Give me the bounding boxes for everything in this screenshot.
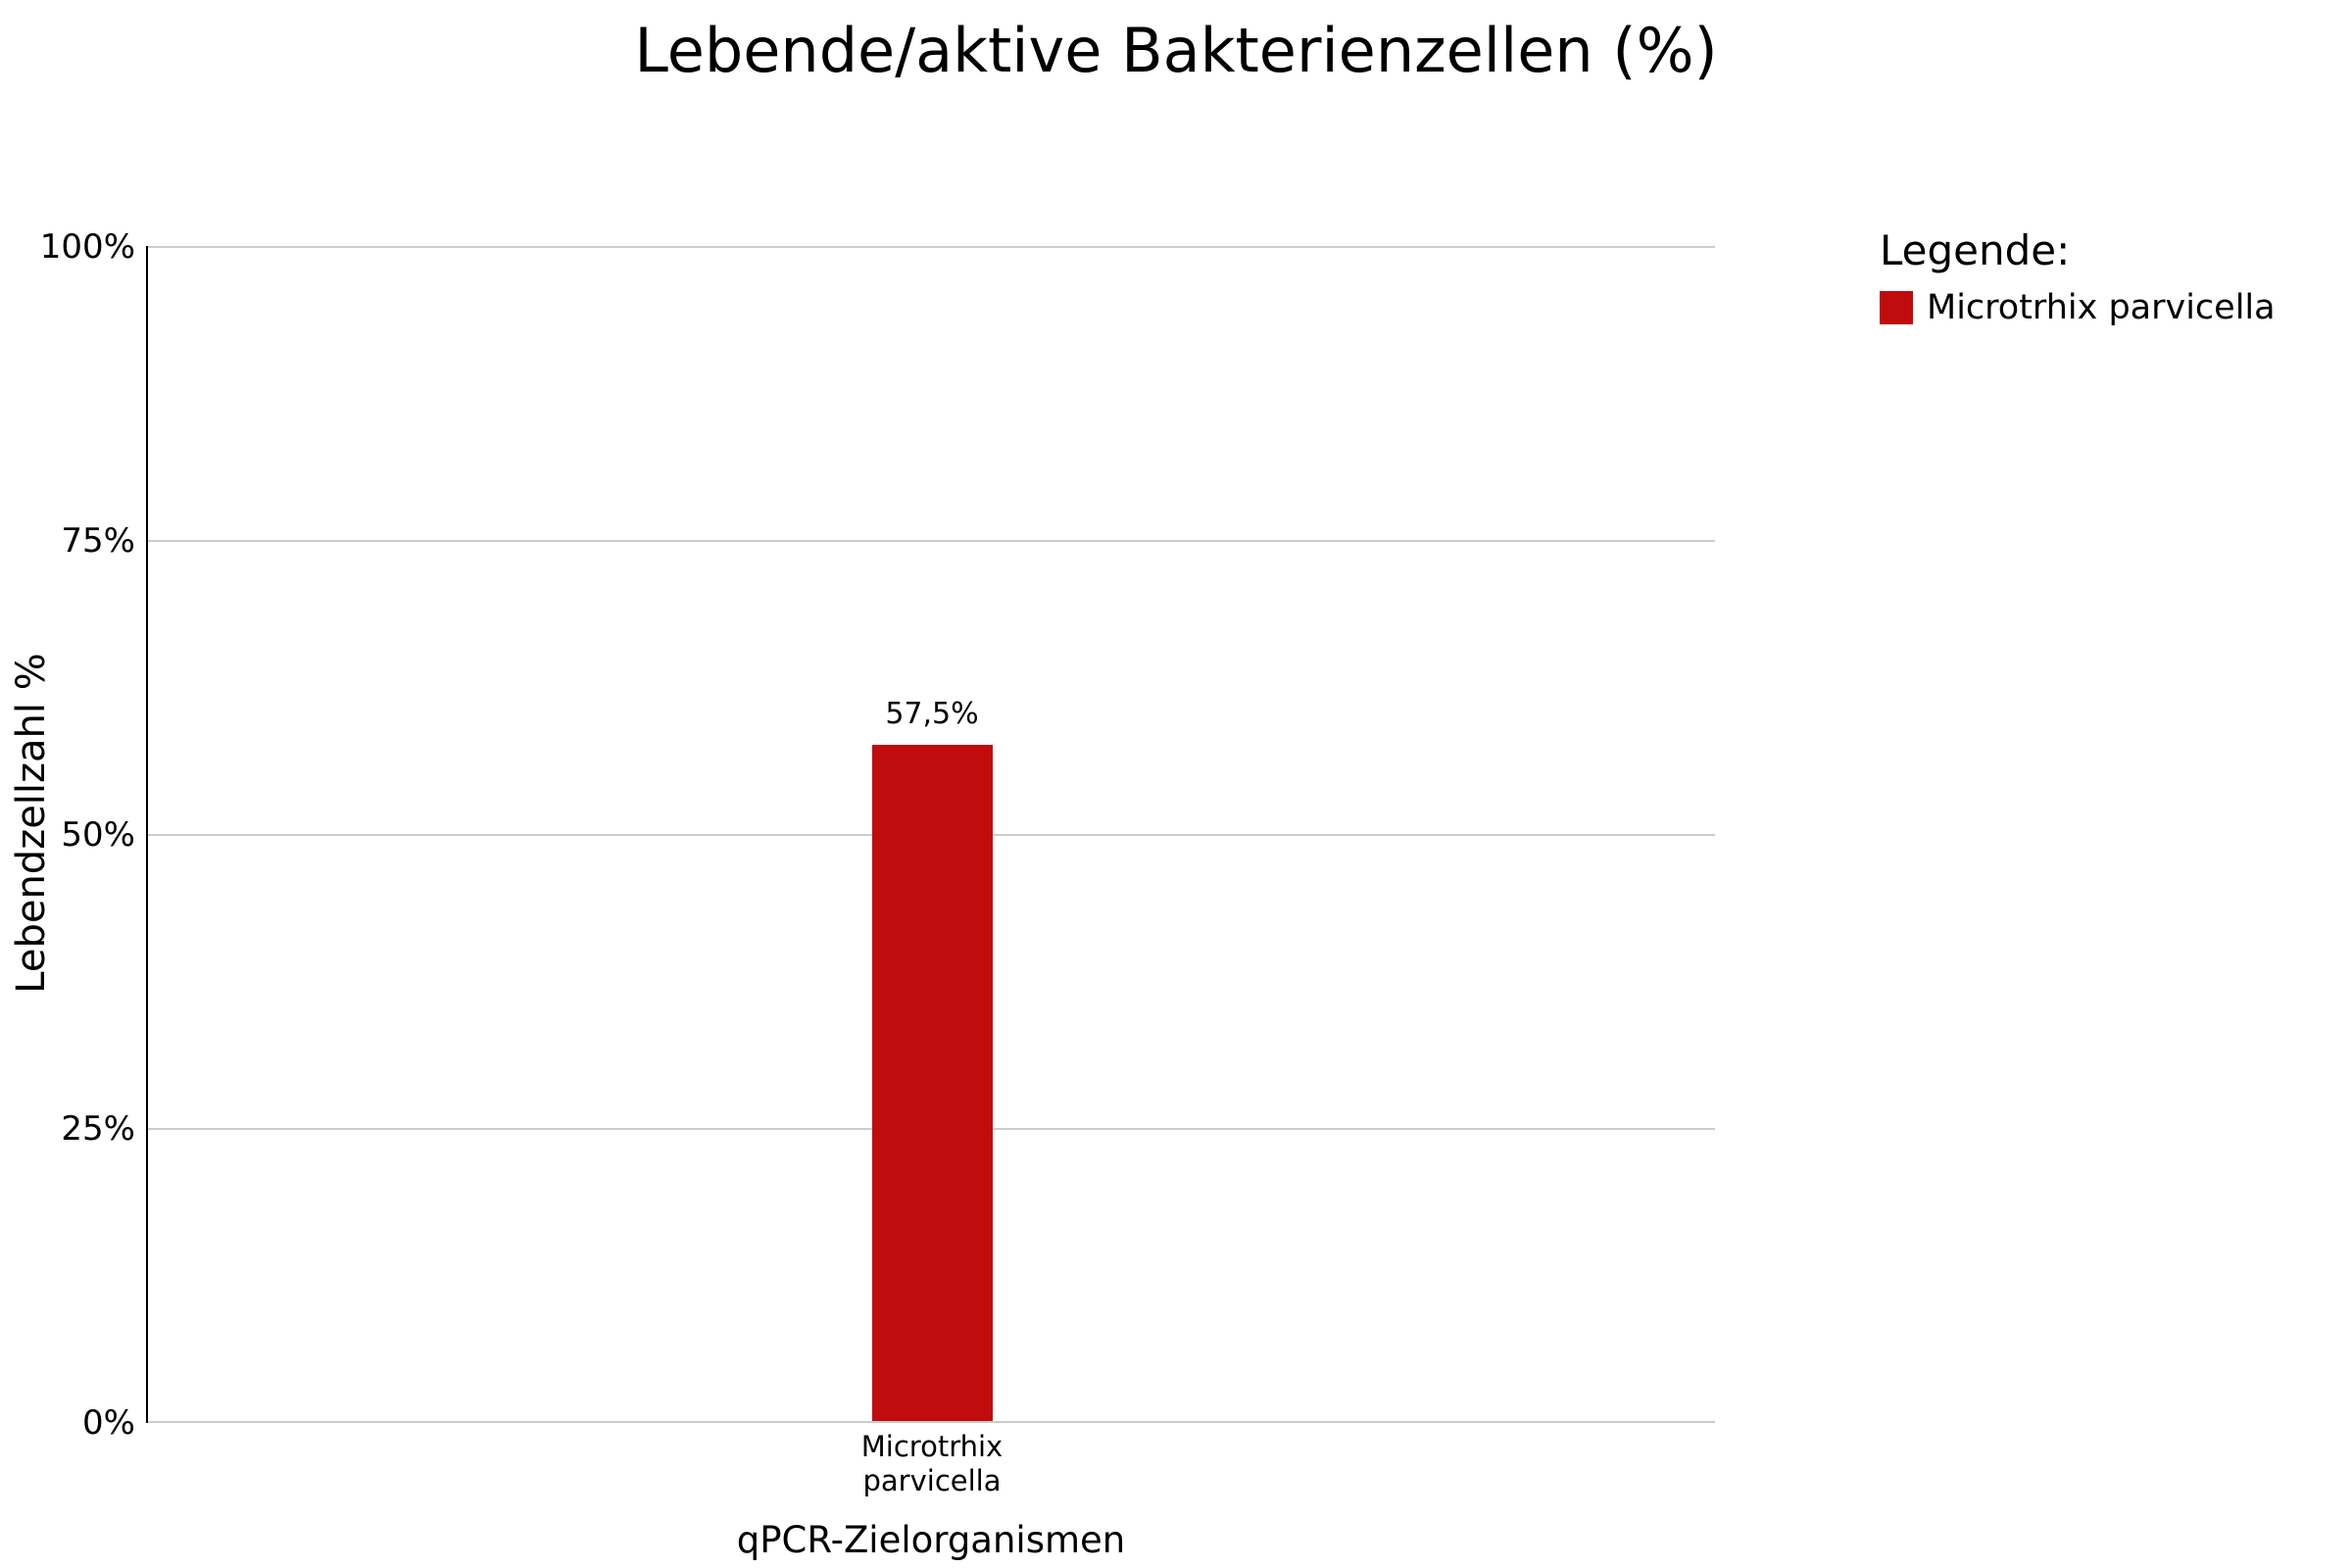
y-tick-50: 50% xyxy=(61,815,135,855)
y-tick-25: 25% xyxy=(61,1109,135,1149)
legend-item-label: Microtrhix parvicella xyxy=(1927,288,2276,327)
legend-swatch-icon xyxy=(1880,291,1913,324)
x-tick-line-2: parvicella xyxy=(862,1464,1002,1497)
chart-title: Lebende/aktive Bakterienzellen (%) xyxy=(634,15,1718,86)
y-tick-0: 0% xyxy=(82,1403,135,1443)
y-tick-75: 75% xyxy=(61,521,135,561)
x-tick-microtrhix-parvicella: Microtrhix parvicella xyxy=(785,1430,1079,1498)
y-axis-line xyxy=(146,246,148,1423)
gridline-100 xyxy=(148,246,1715,248)
y-tick-100: 100% xyxy=(39,227,135,267)
gridline-0 xyxy=(148,1421,1715,1423)
x-axis-title: qPCR-Zielorganismen xyxy=(736,1519,1126,1561)
bar-value-label: 57,5% xyxy=(885,697,979,731)
x-tick-line-1: Microtrhix xyxy=(860,1430,1004,1463)
legend-item: Microtrhix parvicella xyxy=(1880,288,2276,327)
legend-heading: Legende: xyxy=(1880,226,2071,274)
plot-area: 57,5% xyxy=(146,246,1715,1423)
legend: Legende: Microtrhix parvicella xyxy=(1880,225,2276,327)
gridline-75 xyxy=(148,540,1715,542)
bar-microtrhix-parvicella[interactable] xyxy=(872,745,993,1421)
